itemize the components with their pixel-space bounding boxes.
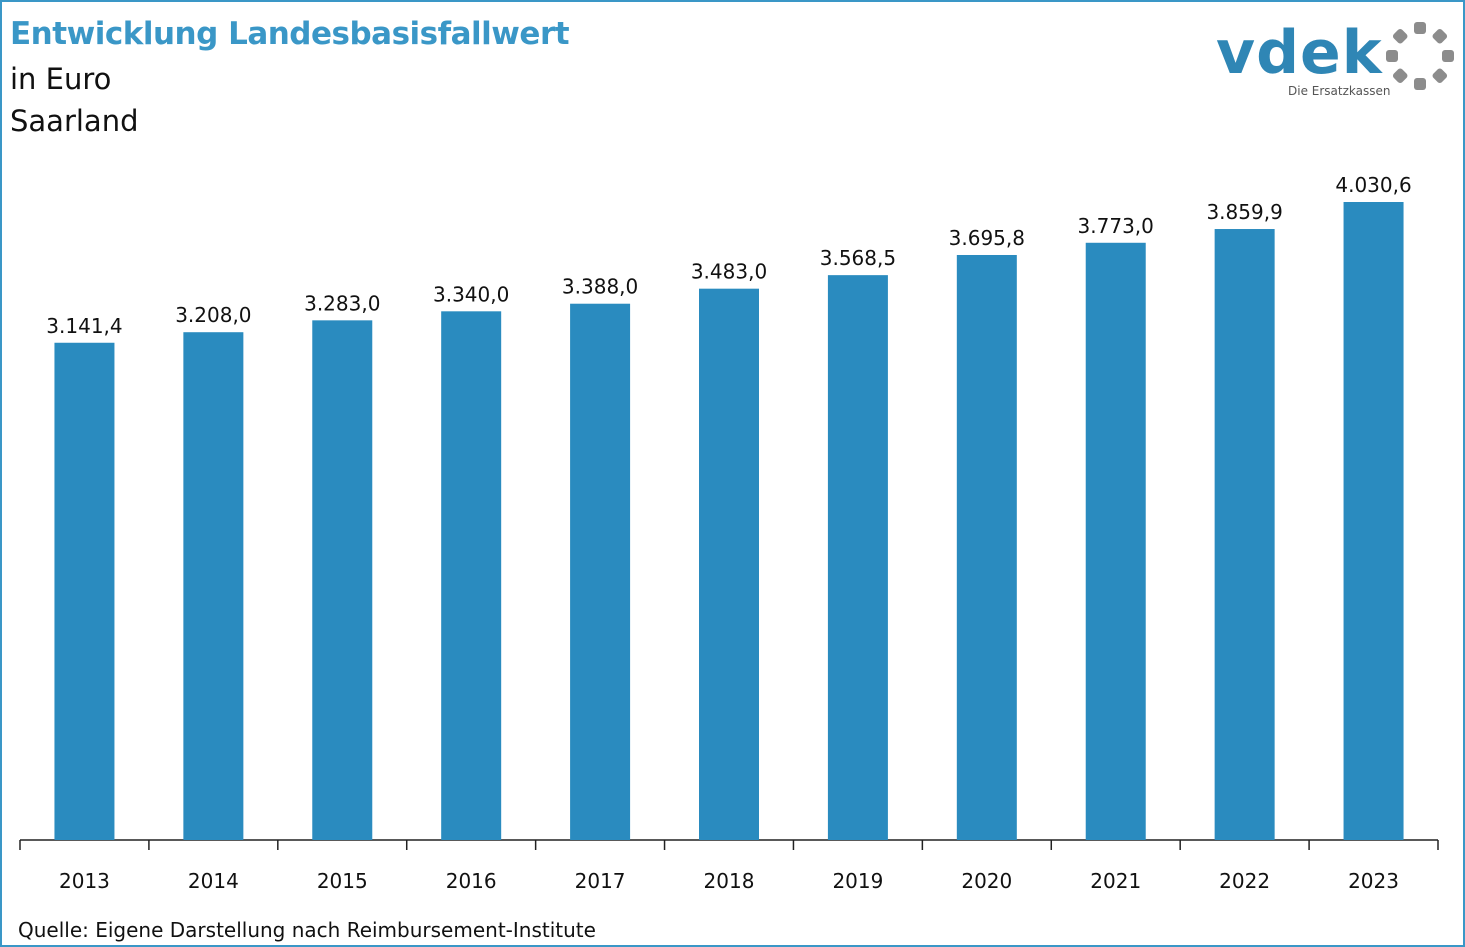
x-tick-label-2013: 2013 [59, 869, 110, 893]
x-tick-label-2016: 2016 [446, 869, 497, 893]
x-tick-label-2020: 2020 [961, 869, 1012, 893]
dotted-ring-icon [1386, 22, 1454, 90]
data-label-2022: 3.859,9 [1206, 200, 1282, 224]
data-label-2016: 3.340,0 [433, 282, 509, 306]
data-label-2018: 3.483,0 [691, 260, 767, 284]
x-tick-label-2022: 2022 [1219, 869, 1270, 893]
x-tick-label-2023: 2023 [1348, 869, 1399, 893]
bar-2023 [1343, 202, 1404, 840]
bar-2017 [570, 303, 631, 841]
data-label-2023: 4.030,6 [1335, 173, 1411, 197]
logo-ring-segment [1392, 68, 1408, 84]
logo-ring-segment [1392, 28, 1408, 44]
data-label-2014: 3.208,0 [175, 303, 251, 327]
x-tick-label-2018: 2018 [704, 869, 755, 893]
bar-2018 [699, 288, 759, 841]
source-note: Quelle: Eigene Darstellung nach Reimburs… [18, 918, 596, 942]
data-label-2017: 3.388,0 [562, 275, 638, 299]
chart-title: Entwicklung Landesbasisfallwert [10, 16, 570, 52]
bar-2016 [441, 311, 502, 840]
bar-2022 [1214, 229, 1275, 840]
data-label-2019: 3.568,5 [820, 246, 896, 270]
bar-2013 [54, 342, 115, 840]
x-tick-label-2015: 2015 [317, 869, 368, 893]
logo-ring-segment [1386, 50, 1398, 62]
x-tick-label-2014: 2014 [188, 869, 239, 893]
x-tick-label-2019: 2019 [832, 869, 883, 893]
vdek-logo: vdek Die Ersatzkassen [1212, 14, 1462, 106]
data-label-2015: 3.283,0 [304, 291, 380, 315]
bar-2014 [183, 332, 244, 840]
logo-ring-segment [1414, 78, 1426, 90]
chart-unit-subtitle: in Euro [10, 62, 112, 96]
x-tick-label-2017: 2017 [575, 869, 626, 893]
chart-region-subtitle: Saarland [10, 104, 139, 138]
data-label-2013: 3.141,4 [46, 314, 122, 338]
bar-2015 [312, 320, 373, 840]
logo-ring-segment [1432, 68, 1448, 84]
data-label-2021: 3.773,0 [1078, 214, 1154, 238]
bar-2021 [1085, 242, 1146, 840]
data-label-2020: 3.695,8 [949, 226, 1025, 250]
logo-ring-segment [1414, 22, 1426, 34]
x-tick-label-2021: 2021 [1090, 869, 1141, 893]
logo-ring-segment [1442, 50, 1454, 62]
logo-ring-segment [1432, 28, 1448, 44]
logo-wordmark: vdek [1216, 18, 1383, 88]
bar-2020 [956, 254, 1017, 841]
logo-tagline: Die Ersatzkassen [1288, 84, 1391, 98]
bar-2019 [827, 275, 888, 840]
